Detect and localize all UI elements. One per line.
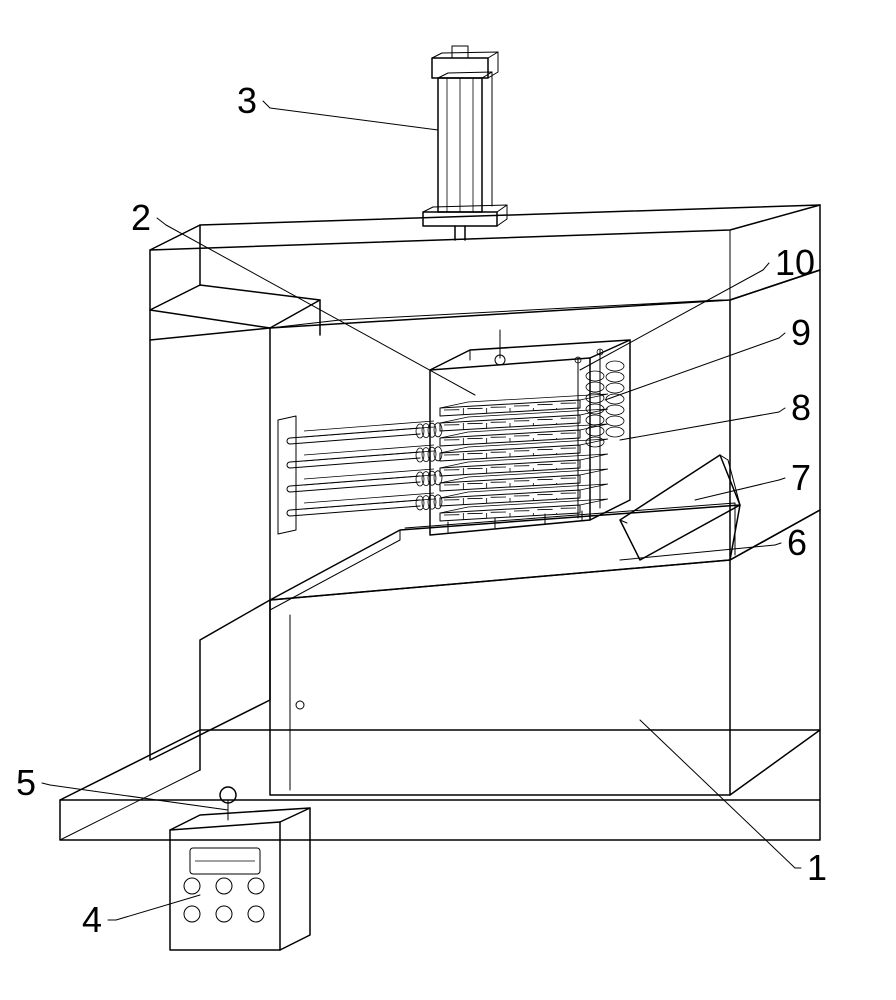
callout-7: 7 <box>791 457 811 498</box>
callout-9: 9 <box>791 312 811 353</box>
left-rack <box>278 416 442 534</box>
right-springs <box>586 361 624 447</box>
callout-1: 1 <box>807 847 827 888</box>
callout-4: 4 <box>82 899 102 940</box>
cabinet-body <box>200 510 820 795</box>
work-table <box>270 503 740 610</box>
callout-2: 2 <box>131 197 151 238</box>
callout-10: 10 <box>775 242 815 283</box>
patent-figure: 1 2 3 4 5 6 7 8 9 10 <box>0 0 896 1000</box>
base-platform <box>60 730 820 840</box>
callout-6: 6 <box>787 522 807 563</box>
callout-8: 8 <box>791 387 811 428</box>
control-pedestal <box>170 787 310 950</box>
guide-rods <box>575 349 603 518</box>
top-cylinder <box>423 46 507 240</box>
callout-3: 3 <box>237 80 257 121</box>
callout-5: 5 <box>16 762 36 803</box>
stacked-plates <box>440 394 608 521</box>
gantry-frame <box>150 205 820 760</box>
